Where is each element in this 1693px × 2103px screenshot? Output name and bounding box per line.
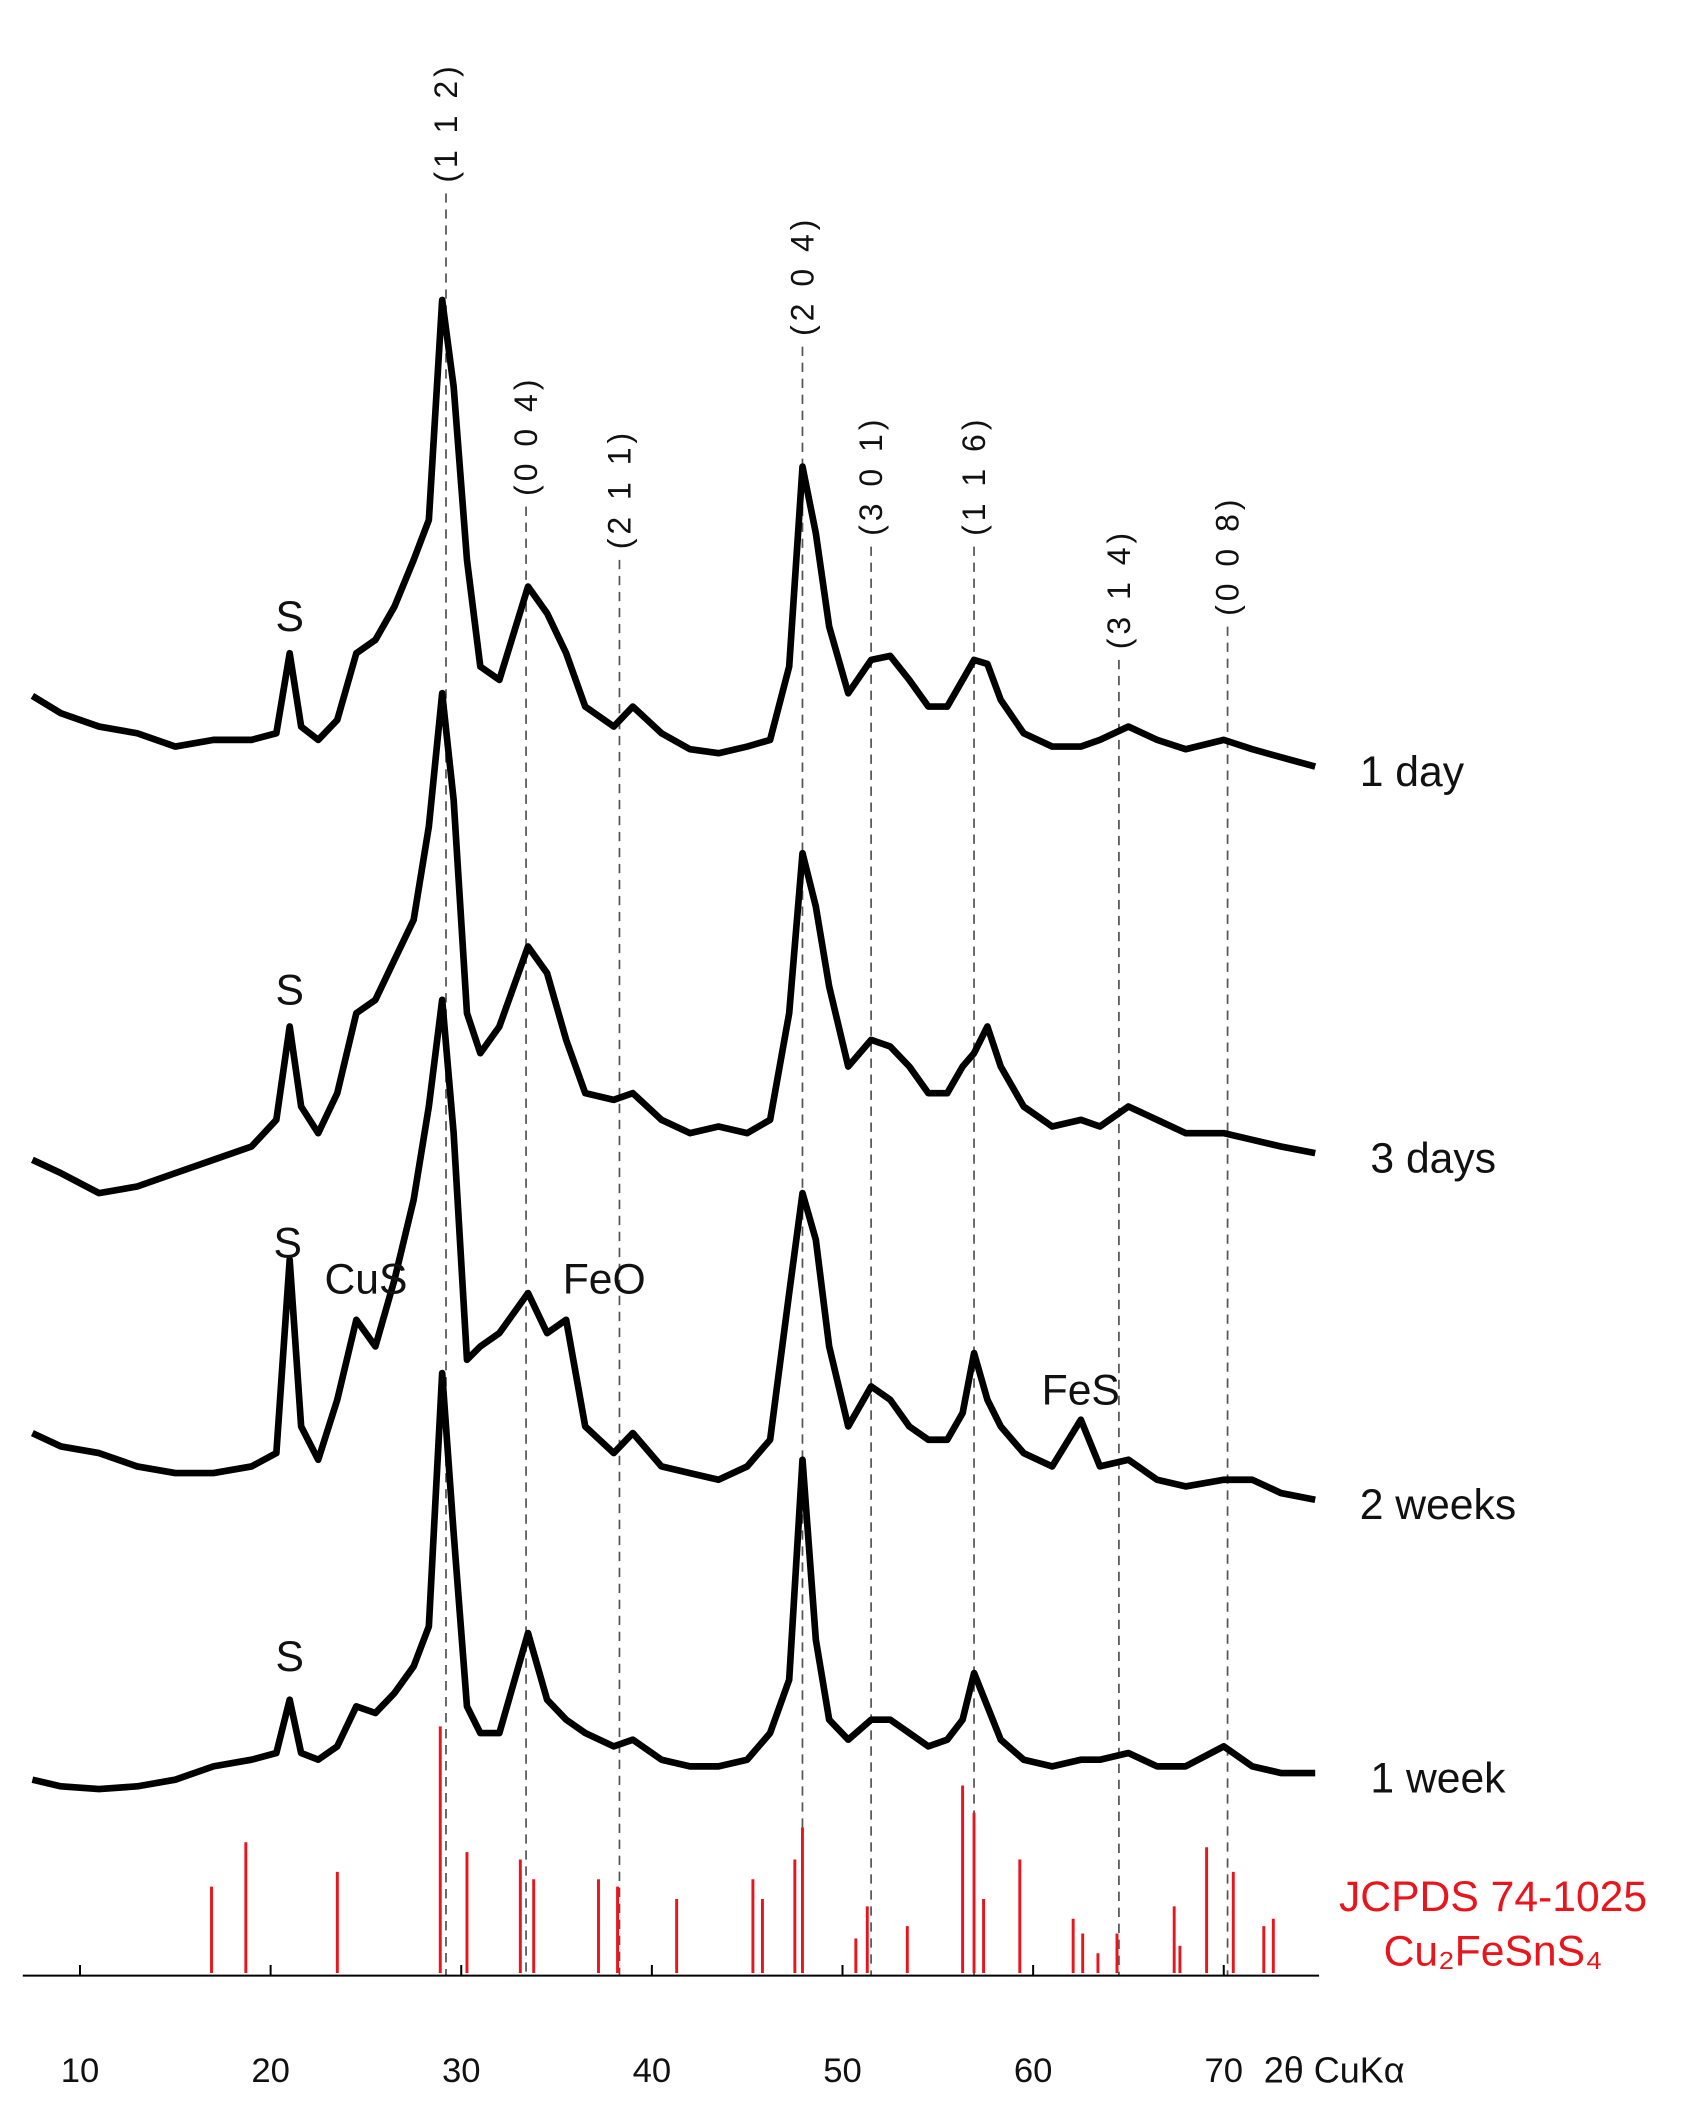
series-label: 3 days (1370, 1134, 1496, 1182)
reflection-label: (0 0 8) (1210, 495, 1246, 615)
series-line (30, 296, 1317, 770)
x-axis-label: 2θ CuKα (1264, 2049, 1405, 2090)
reference-name: JCPDS 74-1025 (1339, 1873, 1647, 1921)
reflection-label: (3 1 4) (1101, 529, 1137, 649)
phase-label: FeO (563, 1256, 646, 1304)
x-tick-label: 20 (251, 2052, 290, 2090)
x-tick-label: 50 (823, 2052, 862, 2090)
phase-label: CuS (324, 1256, 407, 1304)
series-line (30, 689, 1316, 1197)
phase-label: FeS (1042, 1366, 1120, 1414)
phase-label: S (275, 966, 303, 1014)
reflection-label: (3 0 1) (853, 415, 889, 535)
reflection-label: (1 1 2) (428, 62, 464, 182)
x-tick-label: 60 (1014, 2052, 1053, 2090)
series-line (31, 1369, 1316, 1793)
phase-label: S (275, 1633, 303, 1681)
phase-label: S (275, 593, 303, 641)
x-tick-label: 10 (61, 2052, 100, 2090)
reference-formula: Cu₂FeSnS₄ (1384, 1928, 1603, 1976)
series-label: 2 weeks (1360, 1481, 1516, 1529)
reflection-label: (2 0 4) (785, 216, 821, 336)
reflection-label: (1 1 6) (956, 415, 992, 535)
series-label: 1 week (1370, 1754, 1506, 1802)
reflection-label: (2 1 1) (602, 429, 638, 549)
series-label: 1 day (1360, 748, 1465, 796)
x-tick-label: 70 (1204, 2052, 1243, 2090)
reflection-label: (0 0 4) (508, 376, 544, 496)
x-tick-label: 30 (442, 2052, 481, 2090)
series-line (30, 996, 1316, 1504)
phase-label: S (274, 1220, 302, 1268)
x-tick-label: 40 (633, 2052, 672, 2090)
